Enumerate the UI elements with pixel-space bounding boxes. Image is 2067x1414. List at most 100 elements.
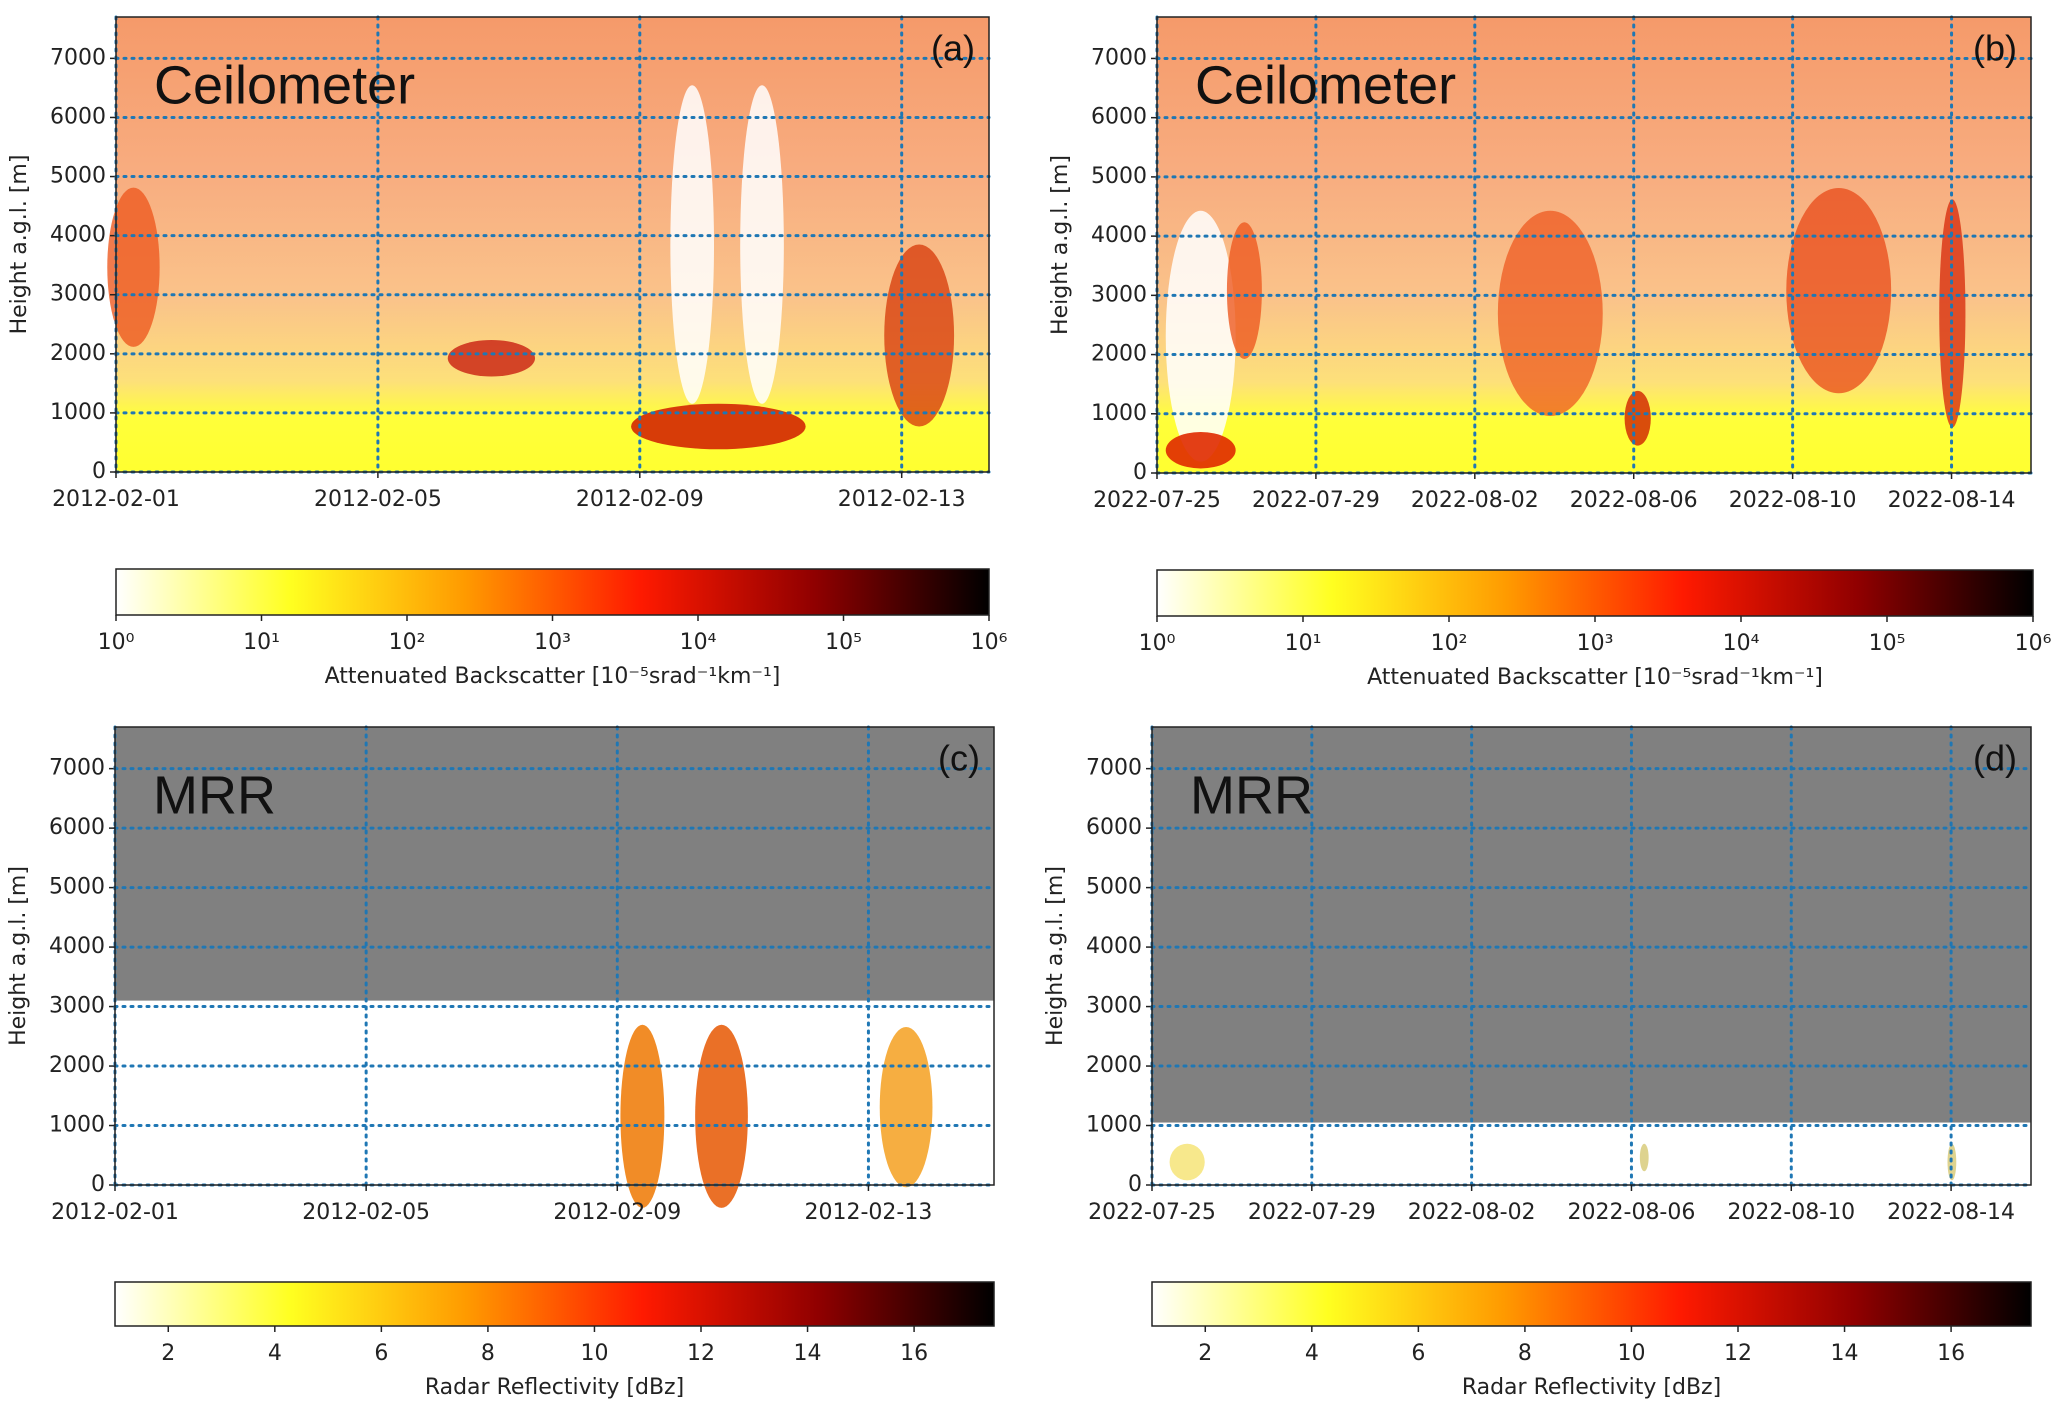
x-tick-label: 2022-08-10 <box>1727 1200 1855 1225</box>
x-tick-label: 2012-02-13 <box>838 487 966 512</box>
colorbar-tick-label: 10³ <box>1577 631 1614 656</box>
y-tick-label: 7000 <box>1091 45 1147 70</box>
colorbar-tick-label: 10⁶ <box>2015 631 2052 656</box>
y-tick-label: 3000 <box>1086 994 1142 1019</box>
colorbar-label: Attenuated Backscatter [10⁻⁵srad⁻¹km⁻¹] <box>1367 665 1823 690</box>
y-tick-label: 7000 <box>49 756 105 781</box>
colorbar-tick-label: 10 <box>1617 1341 1645 1366</box>
y-tick-label: 2000 <box>50 341 106 366</box>
colorbar-tick-label: 10⁰ <box>1139 631 1176 656</box>
y-tick-label: 2000 <box>1091 342 1147 367</box>
heatmap-feature <box>1786 188 1892 394</box>
instrument-label: Ceilometer <box>1195 55 1456 115</box>
y-tick-label: 3000 <box>50 282 106 307</box>
colorbar-tick-label: 10⁴ <box>680 630 717 655</box>
colorbar <box>1156 569 2034 617</box>
x-tick-label: 2022-07-29 <box>1252 488 1380 513</box>
colorbar-tick-label: 8 <box>481 1341 495 1366</box>
heatmap-feature <box>695 1024 748 1208</box>
y-tick-label: 4000 <box>50 223 106 248</box>
y-tick-label: 2000 <box>49 1053 105 1078</box>
colorbar-tick-label: 6 <box>1411 1341 1425 1366</box>
instrument-label: MRR <box>153 765 276 825</box>
y-tick-label: 5000 <box>1091 164 1147 189</box>
colorbar-tick-label: 10² <box>389 630 426 655</box>
x-tick-label: 2022-08-06 <box>1568 1200 1696 1225</box>
colorbar-tick-label: 10 <box>580 1341 608 1366</box>
x-tick-label: 2012-02-05 <box>314 487 442 512</box>
instrument-label: MRR <box>1190 765 1313 825</box>
colorbar-tick-label: 12 <box>1724 1341 1752 1366</box>
colorbar-tick-label: 14 <box>1831 1341 1859 1366</box>
y-tick-label: 2000 <box>1086 1053 1142 1078</box>
heatmap-feature <box>670 85 715 404</box>
colorbar-tick-label: 16 <box>900 1341 928 1366</box>
x-tick-label: 2012-02-01 <box>52 487 180 512</box>
colorbar-label: Radar Reflectivity [dBz] <box>1462 1375 1721 1400</box>
heatmap-feature <box>1169 1143 1205 1181</box>
colorbar <box>1151 1281 2032 1327</box>
y-tick-label: 3000 <box>49 994 105 1019</box>
y-axis-label: Height a.g.l. [m] <box>1048 155 1073 335</box>
colorbar-tick-label: 2 <box>1198 1341 1212 1366</box>
x-tick-label: 2022-08-06 <box>1570 488 1698 513</box>
y-tick-label: 1000 <box>1086 1113 1142 1138</box>
heatmap-feature <box>620 1024 665 1208</box>
colorbar-label: Radar Reflectivity [dBz] <box>425 1375 684 1400</box>
colorbar-tick-label: 10⁴ <box>1723 631 1760 656</box>
heatmap-feature <box>447 340 536 377</box>
y-tick-label: 0 <box>1128 1172 1142 1197</box>
y-tick-label: 4000 <box>1086 934 1142 959</box>
heatmap-feature <box>1639 1143 1649 1172</box>
heatmap-feature <box>740 85 784 404</box>
plot-frame <box>1156 16 2032 474</box>
y-tick-label: 6000 <box>1091 105 1147 130</box>
plot-frame <box>1151 726 2032 1186</box>
x-tick-label: 2022-08-10 <box>1729 488 1857 513</box>
plot-frame <box>115 16 990 473</box>
colorbar-tick-label: 12 <box>687 1341 715 1366</box>
no-data-region <box>1152 727 2031 1123</box>
y-tick-label: 7000 <box>50 45 106 70</box>
colorbar-tick-label: 4 <box>268 1341 282 1366</box>
heatmap-feature <box>884 244 955 427</box>
colorbar-tick-label: 10⁰ <box>98 630 135 655</box>
colorbar-label: Attenuated Backscatter [10⁻⁵srad⁻¹km⁻¹] <box>325 664 781 689</box>
heatmap-background <box>116 17 989 472</box>
heatmap-feature <box>1165 431 1236 469</box>
colorbar-tick-label: 10¹ <box>243 630 280 655</box>
x-tick-label: 2012-02-09 <box>576 487 704 512</box>
y-tick-label: 5000 <box>1086 875 1142 900</box>
instrument-label: Ceilometer <box>154 55 415 115</box>
x-tick-label: 2022-07-29 <box>1248 1200 1376 1225</box>
x-tick-label: 2022-08-02 <box>1408 1200 1536 1225</box>
colorbar-tick-label: 2 <box>161 1341 175 1366</box>
x-tick-label: 2022-08-14 <box>1887 1200 2015 1225</box>
x-tick-label: 2022-08-02 <box>1411 488 1539 513</box>
y-tick-label: 6000 <box>50 104 106 129</box>
plot-frame <box>114 726 995 1186</box>
y-tick-label: 0 <box>92 459 106 484</box>
colorbar-tick-label: 10⁵ <box>1869 631 1906 656</box>
heatmap-feature <box>1624 390 1651 446</box>
colorbar-tick-label: 16 <box>1937 1341 1965 1366</box>
colorbar-tick-label: 10¹ <box>1285 631 1322 656</box>
y-tick-label: 6000 <box>1086 815 1142 840</box>
y-tick-label: 0 <box>1133 460 1147 485</box>
x-tick-label: 2012-02-01 <box>51 1200 179 1225</box>
panel-label: (a) <box>931 28 975 69</box>
y-axis-label: Height a.g.l. [m] <box>1043 866 1068 1046</box>
y-tick-label: 6000 <box>49 815 105 840</box>
colorbar-tick-label: 6 <box>374 1341 388 1366</box>
y-tick-label: 1000 <box>49 1113 105 1138</box>
y-axis-label: Height a.g.l. [m] <box>6 866 31 1046</box>
heatmap-feature <box>631 403 806 450</box>
y-tick-label: 1000 <box>50 400 106 425</box>
colorbar-tick-label: 8 <box>1518 1341 1532 1366</box>
x-tick-label: 2022-07-25 <box>1093 488 1221 513</box>
y-axis-label: Height a.g.l. [m] <box>7 155 32 335</box>
colorbar-tick-label: 10⁶ <box>971 630 1008 655</box>
colorbar-tick-label: 14 <box>794 1341 822 1366</box>
y-tick-label: 5000 <box>50 164 106 189</box>
